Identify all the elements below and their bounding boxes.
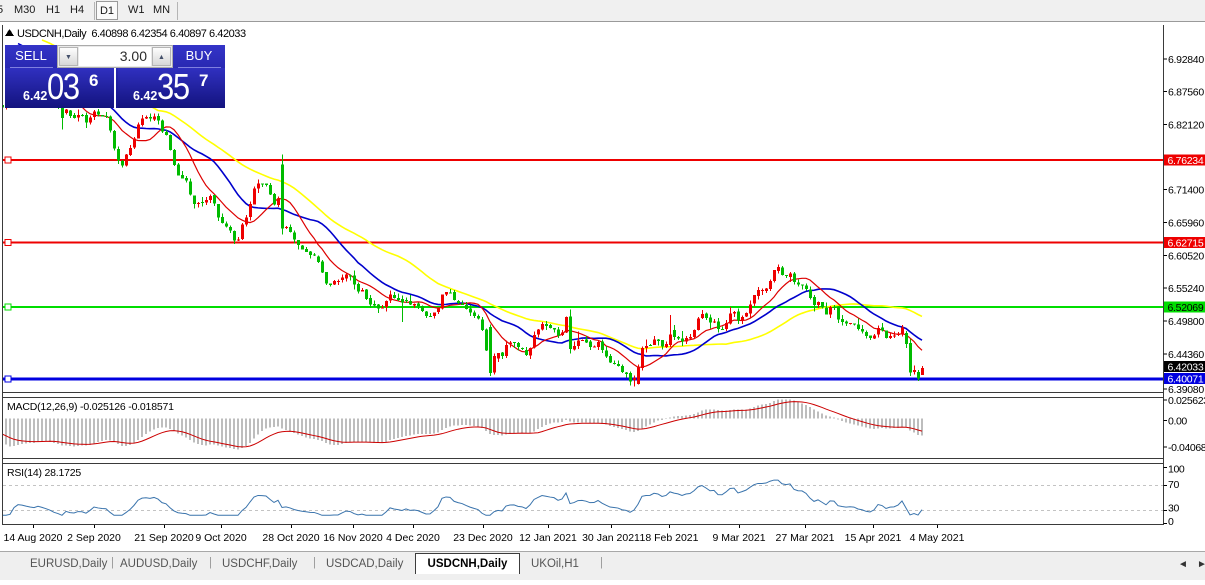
- svg-text:6.87560: 6.87560: [1168, 86, 1204, 98]
- svg-text:9 Oct 2020: 9 Oct 2020: [195, 532, 247, 544]
- svg-text:-0.04068: -0.04068: [1168, 442, 1205, 454]
- svg-text:9 Mar 2021: 9 Mar 2021: [712, 532, 765, 544]
- svg-text:15 Apr 2021: 15 Apr 2021: [845, 532, 902, 544]
- svg-text:6.65960: 6.65960: [1168, 218, 1204, 230]
- svg-text:0.025623: 0.025623: [1168, 395, 1205, 407]
- svg-text:6.52069: 6.52069: [1168, 302, 1204, 314]
- svg-text:6.71400: 6.71400: [1168, 185, 1204, 197]
- svg-text:70: 70: [1168, 479, 1179, 491]
- svg-text:12 Jan 2021: 12 Jan 2021: [519, 532, 577, 544]
- svg-text:28 Oct 2020: 28 Oct 2020: [262, 532, 319, 544]
- svg-text:RSI(14) 28.1725: RSI(14) 28.1725: [7, 467, 81, 479]
- svg-text:4 Dec 2020: 4 Dec 2020: [386, 532, 440, 544]
- svg-text:6.76234: 6.76234: [1168, 155, 1204, 167]
- svg-text:18 Feb 2021: 18 Feb 2021: [640, 532, 699, 544]
- svg-text:23 Dec 2020: 23 Dec 2020: [453, 532, 513, 544]
- svg-text:30 Jan 2021: 30 Jan 2021: [582, 532, 640, 544]
- svg-text:6.40071: 6.40071: [1168, 374, 1204, 386]
- svg-text:14 Aug 2020: 14 Aug 2020: [4, 532, 63, 544]
- svg-text:6.62715: 6.62715: [1168, 237, 1204, 249]
- svg-text:16 Nov 2020: 16 Nov 2020: [323, 532, 383, 544]
- svg-text:6.42033: 6.42033: [1168, 362, 1204, 374]
- svg-text:6.60520: 6.60520: [1168, 251, 1204, 263]
- svg-text:6.44360: 6.44360: [1168, 349, 1204, 361]
- svg-text:30: 30: [1168, 502, 1179, 514]
- svg-text:6.49800: 6.49800: [1168, 316, 1204, 328]
- svg-text:100: 100: [1168, 464, 1185, 476]
- svg-text:MACD(12,26,9) -0.025126 -0.018: MACD(12,26,9) -0.025126 -0.018571: [7, 401, 174, 413]
- svg-text:0: 0: [1168, 516, 1174, 528]
- svg-text:6.82120: 6.82120: [1168, 119, 1204, 131]
- svg-text:21 Sep 2020: 21 Sep 2020: [134, 532, 194, 544]
- svg-text:4 May 2021: 4 May 2021: [910, 532, 965, 544]
- svg-text:USDCNH,Daily 6.40898 6.42354: USDCNH,Daily 6.40898 6.42354 6.40897 6.4…: [17, 28, 246, 40]
- svg-text:27 Mar 2021: 27 Mar 2021: [776, 532, 835, 544]
- svg-text:2 Sep 2020: 2 Sep 2020: [67, 532, 121, 544]
- svg-text:6.55240: 6.55240: [1168, 283, 1204, 295]
- svg-text:6.92840: 6.92840: [1168, 54, 1204, 66]
- svg-text:0.00: 0.00: [1168, 415, 1187, 427]
- svg-text:6.39080: 6.39080: [1168, 384, 1204, 396]
